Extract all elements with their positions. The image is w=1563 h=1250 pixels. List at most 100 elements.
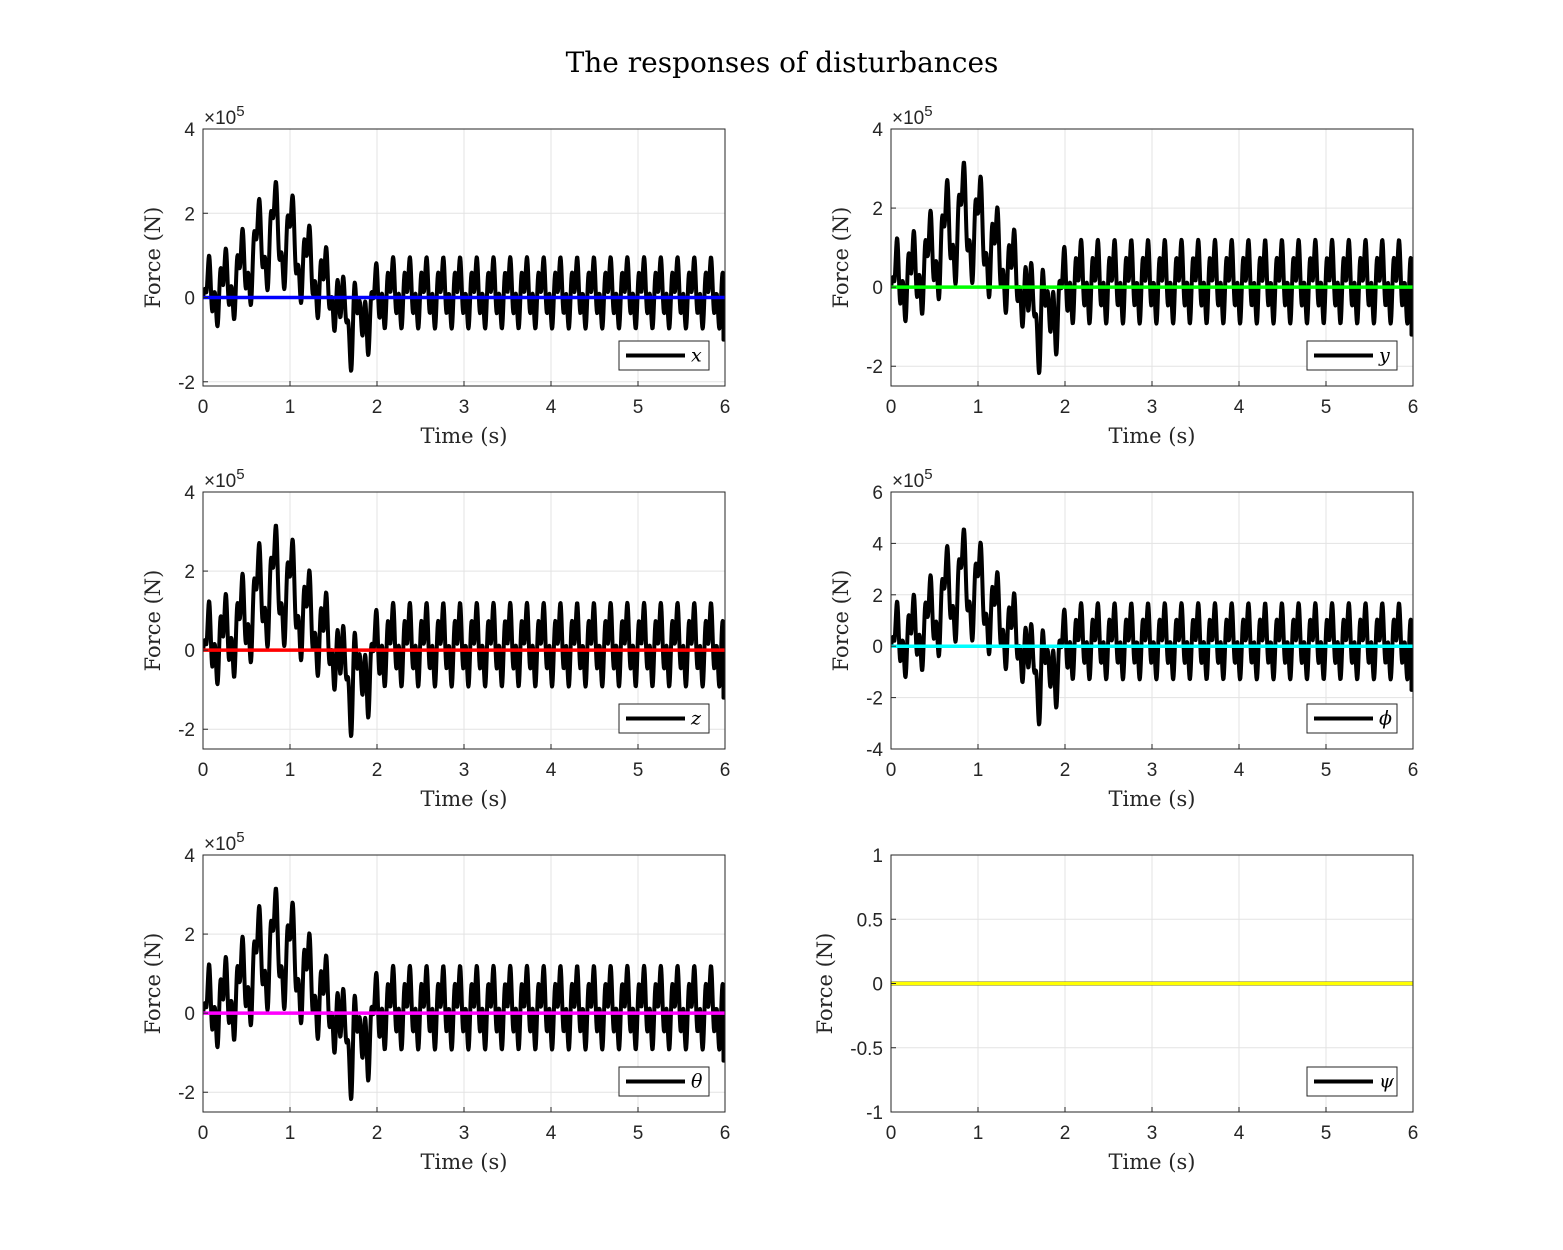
y-tick-label: 0: [184, 1004, 195, 1025]
x-tick-label: 5: [1321, 397, 1332, 418]
y-tick-label: 0.5: [857, 910, 883, 931]
y-exponent-label: ×105: [204, 829, 245, 855]
x-tick-label: 2: [1060, 1123, 1071, 1144]
x-tick-label: 4: [546, 760, 557, 781]
legend-label: ϕ: [1379, 708, 1392, 730]
y-tick-label: 0: [872, 637, 883, 658]
x-tick-label: 0: [198, 1123, 209, 1144]
plot-lines: [203, 886, 727, 1102]
x-tick-label: 2: [372, 397, 383, 418]
x-tick-label: 6: [720, 397, 731, 418]
x-tick-label: 0: [198, 760, 209, 781]
y-tick-label: -2: [866, 357, 883, 378]
plot-lines: [891, 160, 1415, 376]
y-exponent-label: ×105: [892, 466, 933, 492]
x-tick-label: 5: [1321, 1123, 1332, 1144]
x-tick-label: 1: [973, 760, 984, 781]
y-tick-label: 2: [872, 199, 883, 220]
x-axis-label: Time (s): [1109, 424, 1196, 448]
x-tick-label: 6: [1408, 760, 1419, 781]
x-tick-label: 5: [633, 760, 644, 781]
series-line-main: [203, 886, 727, 1102]
x-tick-label: 1: [973, 1123, 984, 1144]
x-tick-label: 3: [1147, 1123, 1158, 1144]
x-axis-label: Time (s): [1109, 1150, 1196, 1174]
y-axis-label: Force (N): [141, 570, 165, 672]
series-line-main: [891, 527, 1415, 727]
x-tick-label: 6: [720, 760, 731, 781]
x-tick-label: 1: [285, 760, 296, 781]
y-tick-label: 0: [872, 278, 883, 299]
legend: ψ: [1306, 1066, 1398, 1097]
legend: θ: [618, 1066, 710, 1097]
y-tick-label: -0.5: [850, 1039, 883, 1060]
legend: z: [618, 703, 710, 734]
legend: ϕ: [1306, 703, 1398, 734]
subplot-phi: 0 1 2 3 4 5 6 -4 -2 0 2 4 6 ×105 Time (s) Force (N) ϕ: [829, 466, 1418, 811]
y-tick-label: 2: [872, 586, 883, 607]
y-tick-label: -4: [866, 740, 883, 761]
y-tick-label: -2: [178, 373, 195, 394]
x-tick-label: 6: [720, 1123, 731, 1144]
legend-label: z: [690, 708, 702, 730]
y-tick-label: 1: [872, 846, 883, 867]
y-axis-label: Force (N): [829, 207, 853, 309]
figure-title: The responses of disturbances: [566, 46, 999, 79]
x-tick-label: 3: [1147, 397, 1158, 418]
y-tick-label: 4: [872, 120, 883, 141]
y-tick-label: 0: [872, 975, 883, 996]
y-tick-label: 6: [872, 483, 883, 504]
y-tick-label: -2: [178, 1083, 195, 1104]
plot-lines: [203, 523, 727, 739]
subplot-psi: 0 1 2 3 4 5 6 -1 -0.5 0 0.5 1 Time (s) Force (N) ψ: [813, 846, 1418, 1174]
x-tick-label: 0: [886, 760, 897, 781]
y-tick-label: 2: [184, 562, 195, 583]
x-tick-label: 2: [1060, 397, 1071, 418]
legend-label: x: [691, 345, 702, 367]
x-tick-label: 6: [1408, 1123, 1419, 1144]
legend-label: y: [1378, 345, 1390, 367]
y-tick-label: -2: [178, 720, 195, 741]
plot-lines: [891, 527, 1415, 727]
x-tick-label: 0: [886, 1123, 897, 1144]
x-tick-label: 2: [372, 760, 383, 781]
y-tick-label: -2: [866, 689, 883, 710]
y-tick-label: 4: [184, 846, 195, 867]
legend-label: θ: [691, 1071, 703, 1093]
x-tick-label: 1: [285, 1123, 296, 1144]
x-tick-label: 6: [1408, 397, 1419, 418]
x-tick-label: 3: [1147, 760, 1158, 781]
x-axis-label: Time (s): [421, 424, 508, 448]
x-tick-label: 5: [633, 1123, 644, 1144]
y-tick-label: 4: [184, 483, 195, 504]
series-line-main: [891, 160, 1415, 376]
y-tick-label: 2: [184, 925, 195, 946]
legend: x: [618, 340, 710, 371]
y-tick-label: 0: [184, 641, 195, 662]
legend: y: [1306, 340, 1398, 371]
y-axis-label: Force (N): [813, 933, 837, 1035]
y-tick-label: -1: [866, 1103, 883, 1124]
x-tick-label: 4: [1234, 397, 1245, 418]
x-tick-label: 1: [285, 397, 296, 418]
x-tick-label: 3: [459, 760, 470, 781]
x-tick-label: 5: [633, 397, 644, 418]
y-tick-label: 2: [184, 204, 195, 225]
x-tick-label: 1: [973, 397, 984, 418]
y-tick-label: 4: [872, 534, 883, 555]
y-tick-label: 4: [184, 120, 195, 141]
x-tick-label: 0: [886, 397, 897, 418]
x-tick-label: 5: [1321, 760, 1332, 781]
x-tick-label: 2: [372, 1123, 383, 1144]
x-tick-label: 4: [546, 1123, 557, 1144]
x-tick-label: 4: [546, 397, 557, 418]
y-axis-label: Force (N): [829, 570, 853, 672]
y-axis-label: Force (N): [141, 207, 165, 309]
x-tick-label: 3: [459, 397, 470, 418]
